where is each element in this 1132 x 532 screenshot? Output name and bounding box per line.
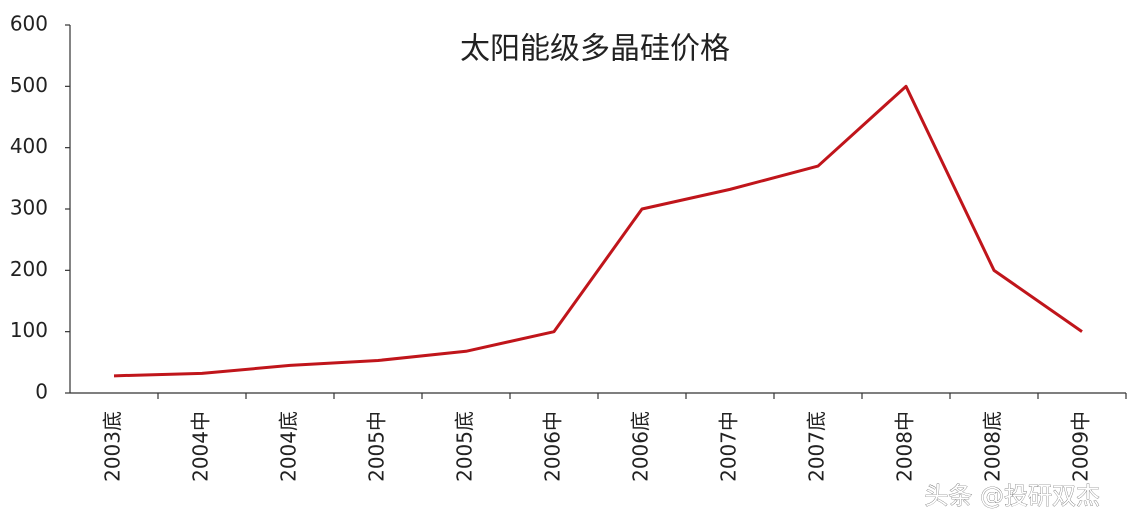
x-tick-label: 2006底 — [629, 411, 653, 482]
x-tick-label: 2003底 — [101, 411, 125, 482]
y-tick-label: 0 — [35, 380, 48, 404]
y-tick-label: 200 — [10, 257, 48, 281]
x-tick-label: 2005底 — [453, 411, 477, 482]
x-tick-label: 2006中 — [541, 411, 565, 482]
y-tick-label: 300 — [10, 196, 48, 220]
x-tick-label: 2004中 — [189, 411, 213, 482]
y-tick-label: 500 — [10, 73, 48, 97]
x-tick-label: 2007中 — [717, 411, 741, 482]
x-tick-label: 2008中 — [893, 411, 917, 482]
y-tick-label: 100 — [10, 318, 48, 342]
y-tick-label: 600 — [10, 12, 48, 36]
x-tick-label: 2008底 — [981, 411, 1005, 482]
x-tick-label: 2004底 — [277, 411, 301, 482]
x-tick-label: 2007底 — [805, 411, 829, 482]
chart-title: 太阳能级多晶硅价格 — [460, 32, 730, 67]
y-tick-label: 400 — [10, 134, 48, 158]
x-tick-label: 2005中 — [365, 411, 389, 482]
watermark: 头条 @投研双杰 — [924, 482, 1100, 510]
line — [113, 84, 1083, 378]
x-tick-label: 2009中 — [1069, 411, 1093, 482]
